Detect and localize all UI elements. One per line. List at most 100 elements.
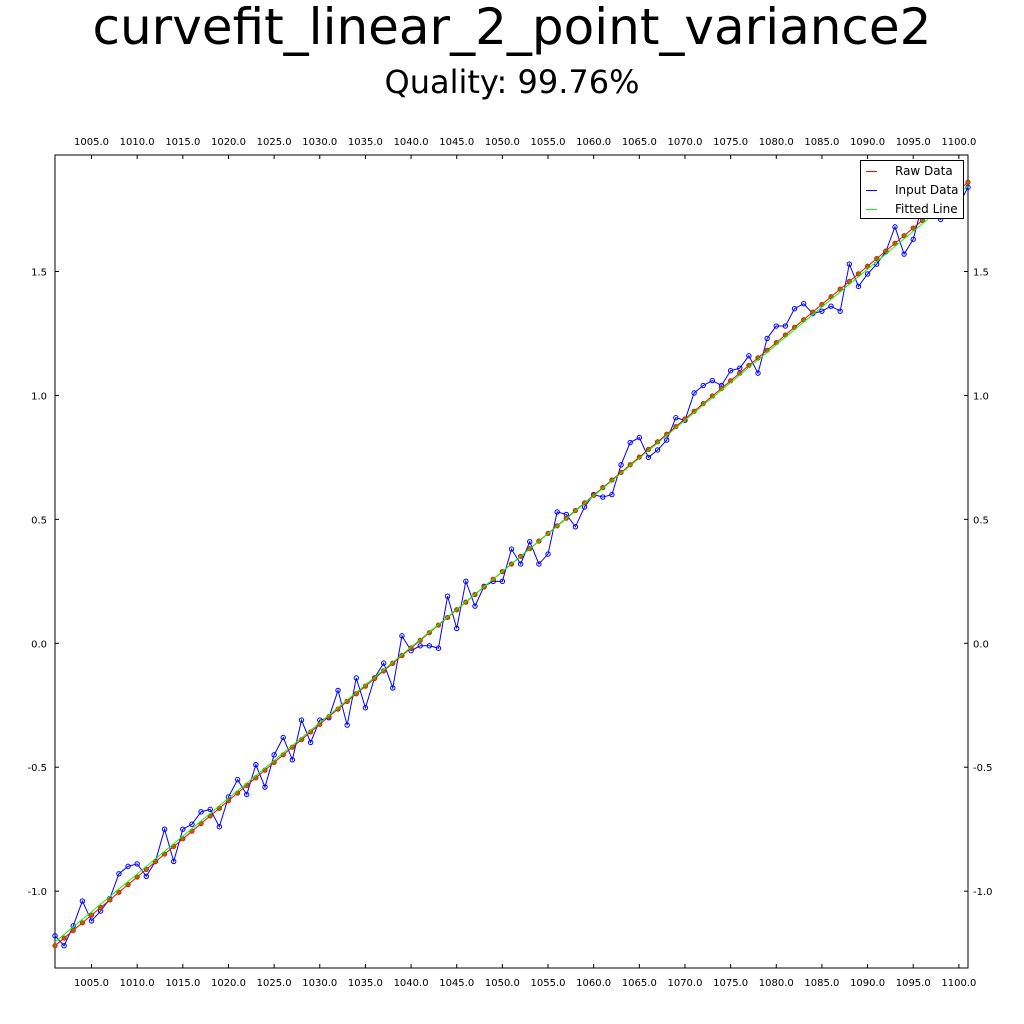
legend-item-input-data: Input Data bbox=[861, 181, 965, 199]
raw-data-point bbox=[381, 668, 387, 674]
raw-data-point bbox=[152, 859, 159, 865]
x-tick-label-top: 1010.0 bbox=[120, 137, 155, 148]
raw-data-point bbox=[864, 263, 871, 269]
x-tick-label-bottom: 1045.0 bbox=[439, 978, 474, 989]
input-data-point bbox=[180, 826, 186, 832]
input-data-point bbox=[600, 494, 606, 500]
input-data-point bbox=[819, 308, 825, 314]
x-tick-label-top: 1030.0 bbox=[302, 137, 337, 148]
x-tick-label-top: 1020.0 bbox=[211, 137, 246, 148]
y-tick-label-left: 1.0 bbox=[31, 391, 47, 402]
x-tick-label-bottom: 1075.0 bbox=[713, 978, 748, 989]
x-tick-label-top: 1095.0 bbox=[896, 137, 931, 148]
input-data-point bbox=[170, 858, 177, 865]
input-data-point bbox=[746, 353, 752, 359]
raw-data-point bbox=[52, 943, 58, 949]
legend-swatch-fitted-line bbox=[866, 209, 877, 210]
input-data-point bbox=[362, 705, 369, 711]
input-data-point bbox=[709, 377, 716, 384]
input-data-point bbox=[444, 593, 451, 599]
series-input-data-line bbox=[54, 186, 969, 947]
x-tick-label-bottom: 1070.0 bbox=[667, 978, 702, 989]
x-tick-label-top: 1035.0 bbox=[348, 137, 383, 148]
x-axis-bottom: 1005.0 1010.0 1015.0 1020.0 1025.0 1030.0 1035… bbox=[74, 964, 976, 989]
input-data-point bbox=[727, 367, 734, 374]
raw-data-point bbox=[627, 462, 633, 468]
x-tick-label-top: 1055.0 bbox=[531, 137, 566, 148]
y-tick-label-left: 0.0 bbox=[31, 639, 47, 650]
input-data-point bbox=[289, 757, 296, 763]
y-tick-label-right: 1.0 bbox=[973, 391, 989, 402]
input-data-point bbox=[800, 301, 807, 307]
input-data-point bbox=[88, 918, 95, 924]
input-data-point bbox=[654, 447, 661, 453]
input-data-point bbox=[390, 685, 396, 691]
legend: Raw Data Input Data Fitted Line bbox=[860, 160, 964, 219]
input-data-point bbox=[554, 509, 560, 515]
input-data-point bbox=[855, 283, 862, 290]
x-tick-label-bottom: 1095.0 bbox=[896, 978, 931, 989]
raw-data-point bbox=[618, 469, 624, 475]
x-tick-label-bottom: 1010.0 bbox=[120, 978, 155, 989]
legend-swatch-input-data bbox=[866, 190, 877, 191]
raw-data-point bbox=[61, 935, 67, 941]
x-tick-label-top: 1070.0 bbox=[667, 137, 702, 148]
input-data-point bbox=[353, 675, 359, 681]
x-tick-label-top: 1085.0 bbox=[804, 137, 839, 148]
input-data-point bbox=[536, 561, 542, 567]
input-data-point bbox=[664, 437, 670, 443]
raw-data-point bbox=[134, 874, 140, 880]
input-data-point bbox=[344, 722, 350, 728]
raw-data-point bbox=[371, 675, 378, 682]
input-data-point bbox=[207, 806, 213, 813]
raw-data-point bbox=[98, 904, 104, 911]
input-data-point bbox=[198, 809, 204, 815]
y-tick-label-right: -1.0 bbox=[973, 887, 993, 898]
y-tick-label-left: -1.0 bbox=[27, 887, 47, 898]
input-data-point bbox=[79, 898, 86, 904]
input-data-point bbox=[417, 643, 423, 649]
input-data-point bbox=[298, 717, 305, 723]
raw-data-point bbox=[88, 912, 95, 918]
input-data-point bbox=[764, 335, 770, 342]
series-layer bbox=[52, 179, 971, 949]
input-data-point bbox=[380, 660, 387, 666]
x-tick-label-bottom: 1035.0 bbox=[348, 978, 383, 989]
y-tick-label-left: -0.5 bbox=[27, 763, 47, 774]
input-data-point bbox=[253, 762, 259, 768]
x-axis-top: 1005.0 1010.0 1015.0 1020.0 1025.0 1030.0 1035… bbox=[74, 137, 976, 159]
input-data-point bbox=[837, 308, 843, 314]
x-tick-label-bottom: 1050.0 bbox=[485, 978, 520, 989]
input-data-point bbox=[645, 454, 652, 461]
input-data-point bbox=[737, 365, 743, 371]
y-tick-label-left: 1.5 bbox=[31, 267, 47, 278]
input-data-point bbox=[773, 323, 779, 329]
raw-data-point bbox=[645, 446, 652, 453]
input-data-point bbox=[463, 578, 469, 585]
x-tick-label-bottom: 1080.0 bbox=[759, 978, 794, 989]
x-tick-label-bottom: 1090.0 bbox=[850, 978, 885, 989]
input-data-point bbox=[572, 524, 579, 530]
plot-area-frame bbox=[54, 154, 969, 969]
raw-data-point bbox=[636, 454, 642, 460]
series-fitted-line bbox=[54, 185, 969, 943]
input-data-point bbox=[508, 546, 515, 552]
legend-item-raw-data: Raw Data bbox=[861, 162, 965, 180]
x-tick-label-bottom: 1065.0 bbox=[622, 978, 657, 989]
raw-data-point bbox=[399, 652, 405, 659]
x-tick-label-top: 1080.0 bbox=[759, 137, 794, 148]
y-tick-label-left: 0.5 bbox=[31, 515, 47, 526]
x-tick-label-top: 1045.0 bbox=[439, 137, 474, 148]
input-data-point bbox=[609, 491, 615, 498]
input-data-point bbox=[399, 633, 405, 639]
x-tick-label-top: 1015.0 bbox=[165, 137, 200, 148]
input-data-point bbox=[161, 826, 168, 832]
raw-data-point bbox=[79, 920, 85, 926]
input-data-point bbox=[125, 863, 131, 870]
input-data-point bbox=[755, 370, 761, 376]
input-data-point bbox=[527, 538, 533, 545]
input-data-point bbox=[307, 739, 314, 746]
input-data-point bbox=[892, 224, 898, 230]
raw-data-point bbox=[143, 866, 149, 872]
y-tick-label-right: -0.5 bbox=[973, 763, 993, 774]
